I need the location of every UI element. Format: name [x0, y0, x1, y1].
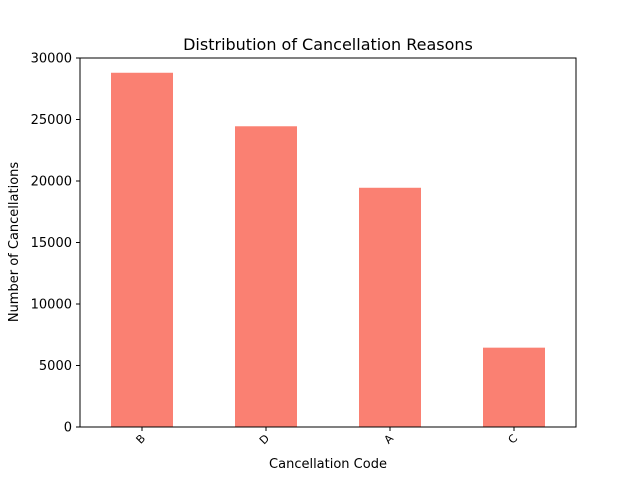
y-axis: 0 5000 10000 15000 20000 25000 30000: [31, 52, 80, 436]
y-tick-label-5000: 5000: [39, 359, 72, 374]
chart-title: Distribution of Cancellation Reasons: [183, 35, 473, 54]
bars-group: [111, 72, 545, 427]
y-tick-label-25000: 25000: [31, 113, 72, 128]
y-tick-label-20000: 20000: [31, 175, 72, 190]
x-tick-label-A: A: [382, 432, 397, 447]
plot-frame: [79, 57, 577, 428]
x-tick-label-B: B: [134, 432, 149, 447]
bar-B: [111, 72, 173, 427]
y-axis-label: Number of Cancellations: [7, 162, 22, 323]
y-tick-label-30000: 30000: [31, 52, 72, 67]
bar-D: [235, 126, 297, 427]
y-tick-label-15000: 15000: [31, 236, 72, 251]
bar-A: [359, 187, 421, 427]
y-tick-label-10000: 10000: [31, 298, 72, 313]
bar-C: [483, 347, 545, 427]
y-tick-label-0: 0: [64, 421, 72, 436]
x-tick-label-D: D: [257, 432, 272, 447]
x-axis-label: Cancellation Code: [269, 457, 387, 472]
x-tick-label-C: C: [505, 432, 520, 447]
